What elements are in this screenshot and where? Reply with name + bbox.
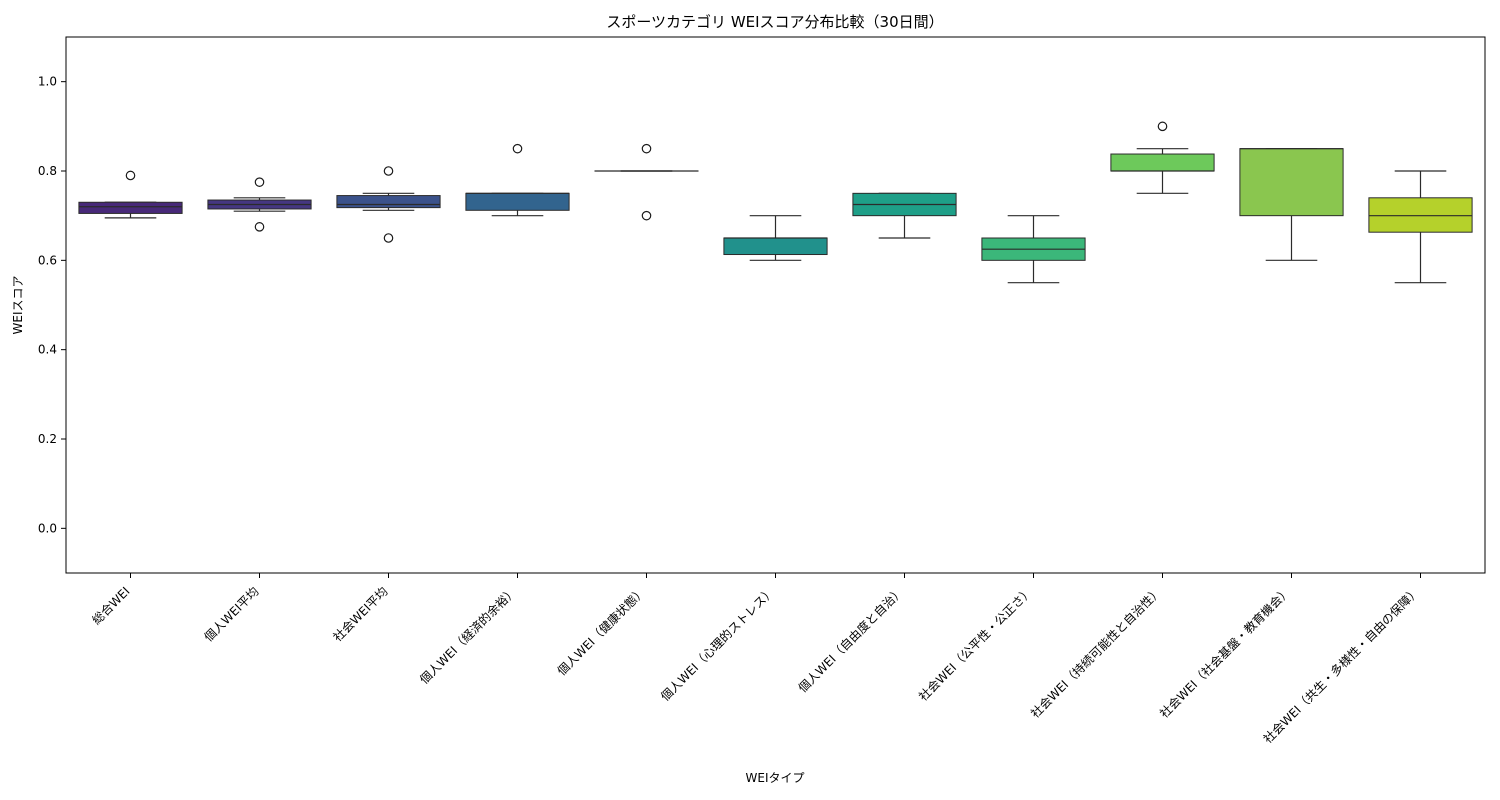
box — [336, 195, 441, 209]
outlier-point — [254, 177, 265, 187]
y-tick-label: 1.0 — [38, 75, 57, 89]
box-group-10 — [1239, 148, 1344, 261]
chart-title: スポーツカテゴリ WEIスコア分布比較（30日間） — [606, 13, 943, 31]
box-group-4 — [465, 143, 570, 217]
x-tick-label: 社会WEI平均 — [330, 584, 391, 645]
outlier-point — [1157, 121, 1168, 132]
x-tick-label: 個人WEI（自由度と自治） — [795, 584, 907, 696]
box-group-1 — [78, 170, 183, 219]
outlier-point — [125, 170, 136, 181]
y-tick-label: 0.4 — [38, 343, 57, 357]
x-tick-label: 個人WEI（心理的ストレス） — [657, 584, 777, 704]
box-group-6 — [723, 215, 828, 261]
box — [1239, 148, 1344, 217]
x-tick-label: 社会WEI（社会基盤・教育機会） — [1156, 584, 1293, 721]
box — [465, 192, 570, 211]
x-tick-label: 社会WEI（公平性・公正さ） — [915, 584, 1035, 704]
y-axis-label: WEIスコア — [11, 276, 25, 335]
outlier-point — [641, 210, 652, 221]
box-group-7 — [852, 192, 957, 239]
y-tick-label: 0.2 — [38, 432, 57, 446]
y-tick-label: 0.0 — [38, 521, 57, 535]
x-tick-label: 社会WEI（持続可能性と自治性） — [1027, 584, 1164, 721]
outlier-point — [254, 222, 265, 232]
outlier-point — [512, 143, 523, 154]
x-tick-label: 総合WEI — [89, 584, 133, 628]
box-group-3 — [336, 166, 441, 243]
box — [78, 201, 183, 214]
y-tick-label: 0.8 — [38, 164, 57, 178]
x-tick-label: 社会WEI（共生・多様性・自由の保障） — [1260, 584, 1423, 747]
box-group-5 — [594, 143, 699, 221]
x-tick-label: 個人WEI（健康状態） — [554, 584, 649, 679]
plot-area — [78, 121, 1473, 284]
x-tick-label: 個人WEI平均 — [202, 584, 262, 644]
x-axis-label: WEIタイプ — [746, 771, 805, 785]
box-group-8 — [981, 215, 1086, 284]
box-group-2 — [207, 177, 312, 232]
outlier-point — [383, 233, 394, 243]
outlier-point — [383, 166, 394, 176]
outlier-point — [641, 143, 652, 154]
y-tick-label: 0.6 — [38, 253, 57, 267]
box — [1110, 153, 1215, 172]
box — [723, 237, 828, 256]
x-tick-label: 個人WEI（経済的余裕） — [416, 584, 519, 687]
box — [1368, 197, 1473, 233]
box-group-9 — [1110, 121, 1215, 194]
box-group-11 — [1368, 170, 1473, 284]
plot-frame — [65, 36, 1486, 574]
